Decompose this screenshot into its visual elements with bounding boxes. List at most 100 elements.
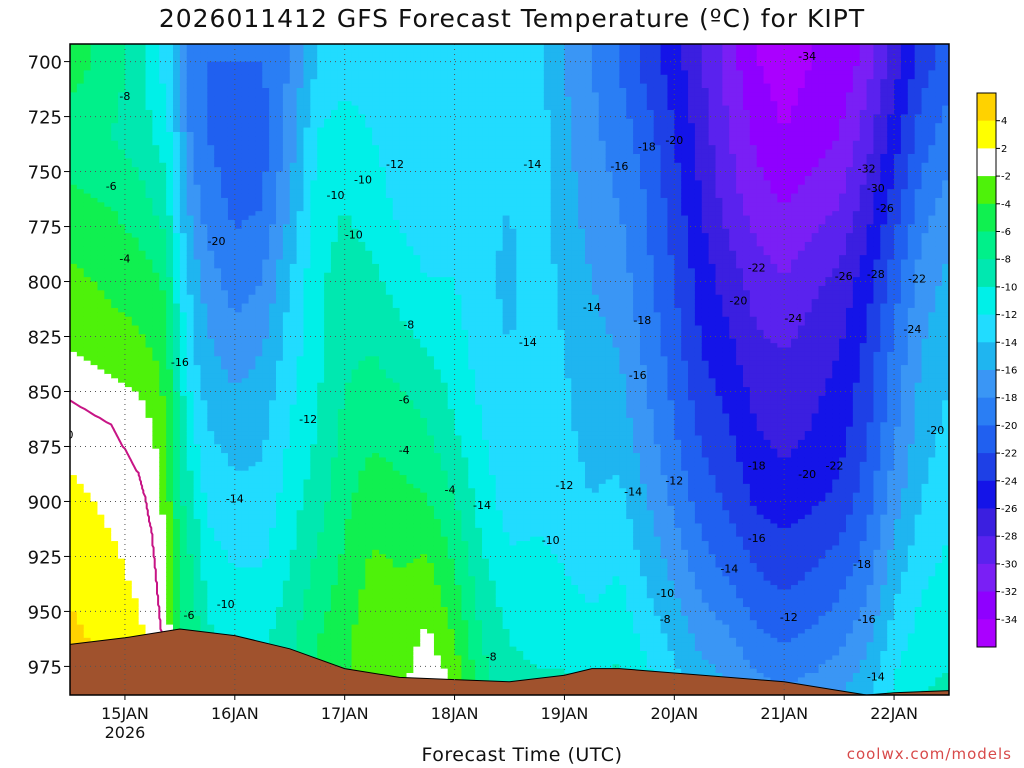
field-cell: [255, 365, 263, 371]
field-cell: [289, 585, 298, 591]
field-cell: [227, 246, 236, 252]
field-cell: [269, 158, 277, 164]
field-cell: [200, 510, 208, 516]
field-cell: [262, 272, 270, 278]
field-cell: [159, 219, 167, 225]
field-cell: [221, 228, 229, 234]
field-cell: [207, 576, 215, 582]
field-cell: [159, 92, 167, 98]
field-cell: [248, 422, 257, 428]
field-cell: [214, 105, 222, 111]
field-cell: [111, 83, 119, 89]
field-cell: [282, 624, 291, 630]
field-cell: [221, 123, 229, 129]
field-cell: [145, 334, 154, 340]
field-cell: [90, 180, 99, 186]
field-cell: [282, 131, 291, 137]
field-cell: [262, 153, 270, 159]
field-cell: [255, 343, 263, 349]
field-cell: [76, 312, 85, 318]
field-cell: [262, 44, 270, 49]
field-cell: [200, 255, 208, 261]
field-cell: [145, 400, 154, 406]
field-cell: [104, 123, 112, 129]
field-cell: [152, 96, 160, 102]
field-cell: [173, 263, 181, 269]
field-cell: [70, 294, 78, 300]
field-cell: [118, 281, 126, 287]
field-cell: [282, 228, 291, 234]
field-cell: [186, 365, 195, 371]
field-cell: [104, 391, 112, 397]
field-cell: [269, 536, 277, 542]
field-cell: [111, 241, 119, 247]
field-cell: [234, 224, 243, 230]
field-cell: [255, 44, 263, 49]
field-cell: [159, 356, 167, 362]
field-cell: [83, 519, 92, 525]
field-cell: [186, 180, 195, 186]
field-cell: [152, 127, 160, 133]
field-cell: [145, 554, 154, 560]
field-cell: [221, 184, 229, 190]
temperature-field: [70, 44, 949, 695]
field-cell: [255, 475, 263, 481]
field-cell: [207, 299, 215, 305]
field-cell: [276, 193, 284, 199]
field-cell: [173, 571, 181, 577]
field-cell: [269, 505, 277, 511]
field-cell: [207, 417, 215, 423]
field-cell: [152, 453, 160, 459]
field-cell: [276, 505, 284, 511]
field-cell: [104, 615, 112, 621]
field-cell: [90, 149, 99, 155]
field-cell: [214, 585, 222, 591]
field-cell: [131, 483, 140, 489]
field-cell: [70, 488, 78, 494]
field-cell: [289, 153, 298, 159]
field-cell: [159, 620, 167, 626]
field-cell: [200, 228, 208, 234]
field-cell: [255, 268, 263, 274]
field-cell: [276, 294, 284, 300]
field-cell: [296, 417, 305, 423]
field-cell: [227, 197, 236, 203]
field-cell: [269, 492, 277, 498]
field-cell: [111, 378, 119, 384]
field-cell: [221, 567, 229, 573]
field-cell: [166, 193, 174, 199]
field-cell: [255, 624, 263, 630]
field-cell: [173, 114, 181, 120]
field-cell: [241, 435, 250, 441]
field-cell: [227, 360, 236, 366]
field-cell: [118, 558, 126, 564]
field-cell: [234, 175, 243, 181]
field-cell: [152, 373, 160, 379]
field-cell: [70, 263, 78, 269]
field-cell: [118, 325, 126, 331]
field-cell: [282, 233, 291, 239]
field-cell: [111, 307, 119, 313]
field-cell: [289, 184, 298, 190]
field-cell: [221, 312, 229, 318]
field-cell: [97, 325, 105, 331]
field-cell: [83, 602, 92, 608]
field-cell: [104, 629, 112, 635]
field-cell: [159, 519, 167, 525]
field-cell: [200, 114, 208, 120]
field-cell: [179, 347, 188, 353]
field-cell: [145, 395, 154, 401]
field-cell: [111, 505, 119, 511]
field-cell: [255, 448, 263, 454]
field-cell: [282, 48, 291, 54]
field-cell: [193, 158, 202, 164]
field-cell: [118, 563, 126, 569]
field-cell: [221, 303, 229, 309]
field-cell: [207, 523, 215, 529]
field-cell: [193, 387, 202, 393]
field-cell: [248, 620, 257, 626]
field-cell: [282, 285, 291, 291]
field-cell: [90, 255, 99, 261]
field-cell: [76, 541, 85, 547]
field-cell: [269, 633, 277, 639]
